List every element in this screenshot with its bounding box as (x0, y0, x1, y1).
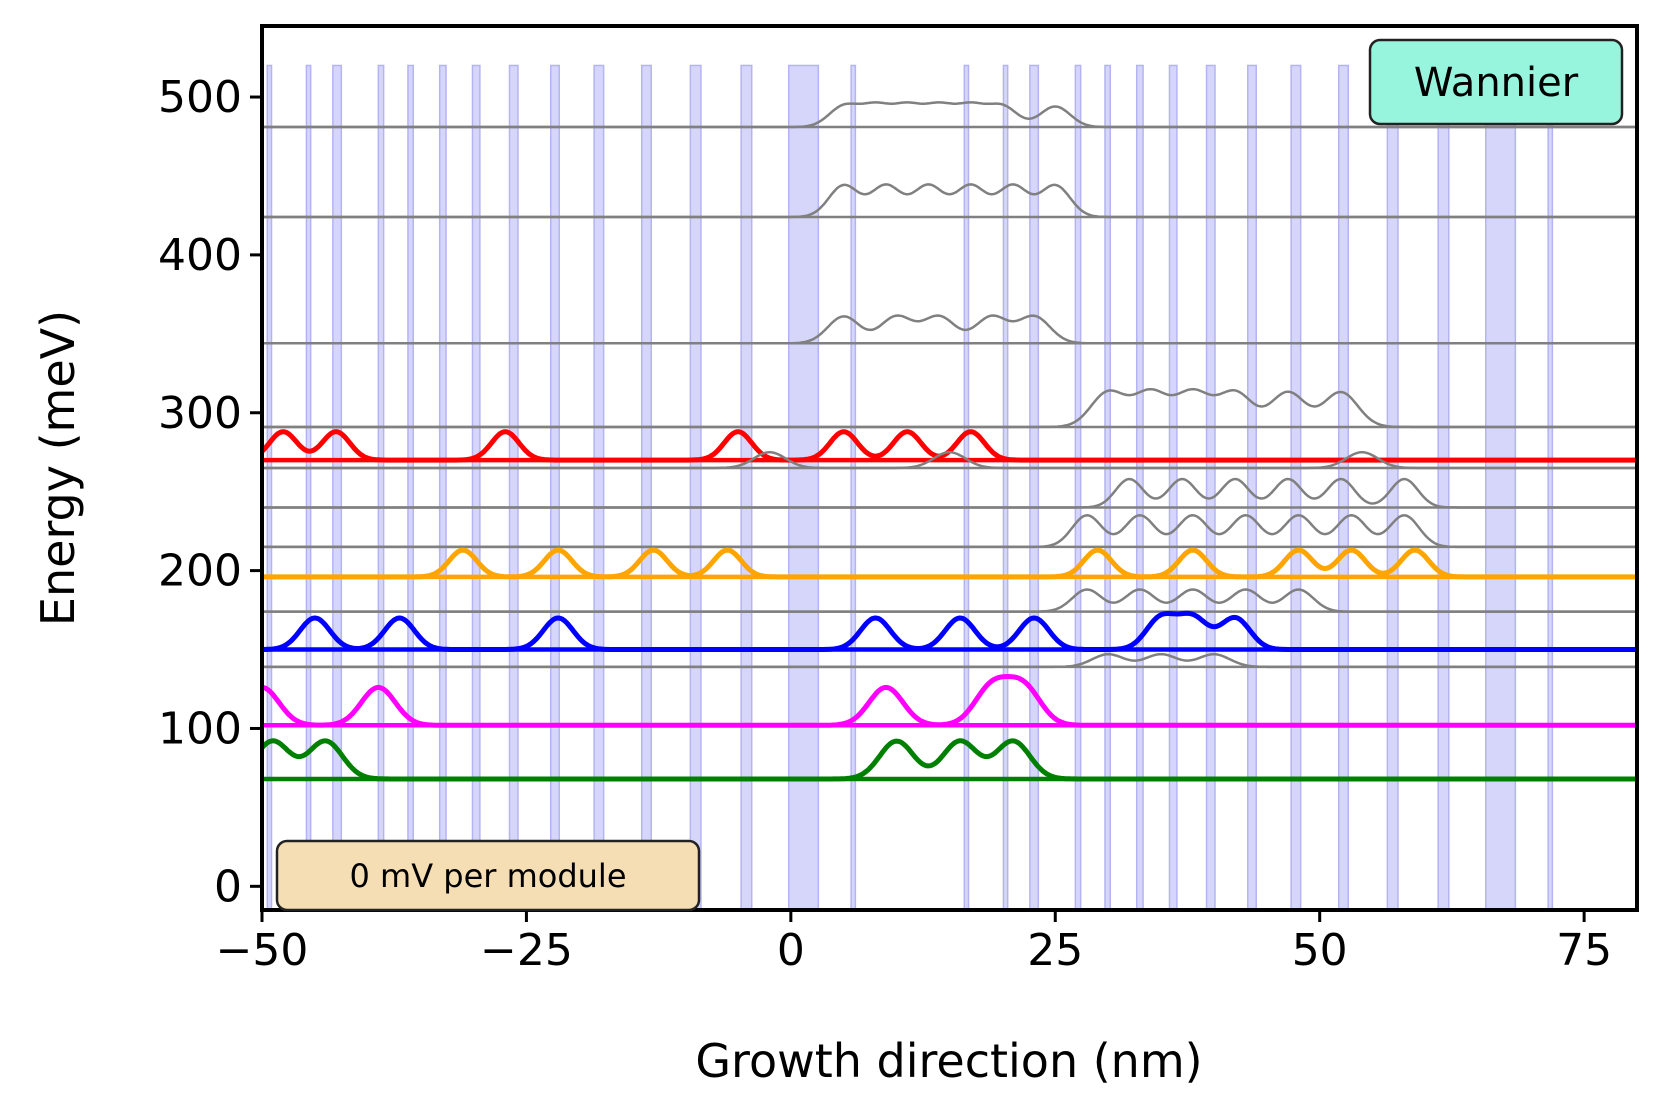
state-curve (262, 477, 1637, 509)
state-curve (261, 610, 1638, 652)
barrier-layer-4 (407, 64, 415, 911)
y-tick-label: 500 (158, 72, 242, 123)
x-tick-label: −50 (216, 925, 309, 976)
barrier-layer-10 (640, 64, 652, 911)
wannier-label-box: Wannier (1368, 38, 1624, 126)
barrier-layer-15 (963, 64, 970, 911)
barrier-layer-2 (332, 64, 343, 911)
barrier-layer-8 (550, 64, 560, 911)
state-9 (262, 588, 1637, 613)
state-0 (262, 101, 1637, 129)
x-tick-label: 25 (1027, 925, 1083, 976)
y-axis-ticks: 0 100 200 300 400 500 (158, 72, 262, 912)
barrier-layer-7 (508, 64, 519, 911)
x-tick-label: 0 (777, 925, 805, 976)
state-curve (262, 514, 1637, 549)
bias-label-box: 0 mV per module (275, 839, 701, 912)
state-11 (262, 652, 1637, 669)
barrier-layer-3 (377, 64, 385, 911)
barrier-layer-11 (689, 64, 702, 911)
barrier-layers (266, 64, 1554, 911)
barrier-layer-22 (1205, 64, 1216, 911)
state-curve (262, 450, 1637, 470)
barrier-layer-28 (1485, 64, 1517, 911)
x-tick-label: −25 (480, 925, 573, 976)
state-13 (260, 738, 1638, 782)
state-5 (262, 450, 1637, 470)
state-8 (261, 547, 1638, 580)
barrier-layer-1 (305, 64, 312, 911)
state-10 (261, 610, 1638, 652)
state-curve (261, 674, 1638, 728)
bias-label: 0 mV per module (349, 857, 626, 895)
y-tick-label: 0 (214, 861, 242, 912)
state-curve (260, 429, 1638, 463)
state-curve (262, 588, 1637, 613)
barrier-layer-5 (438, 64, 447, 911)
barrier-layer-12 (740, 64, 753, 911)
barrier-layer-13 (787, 64, 820, 911)
state-1 (262, 183, 1637, 219)
barrier-layer-16 (1002, 64, 1009, 911)
wavefunction-states (260, 101, 1638, 782)
x-tick-label: 50 (1292, 925, 1348, 976)
barrier-layer-29 (1547, 64, 1554, 911)
barrier-layer-17 (1029, 64, 1040, 911)
barrier-layer-27 (1437, 64, 1450, 911)
barrier-layer-19 (1104, 64, 1112, 911)
state-7 (262, 514, 1637, 549)
wannier-label: Wannier (1414, 60, 1579, 106)
y-axis-title: Energy (meV) (31, 310, 85, 626)
y-tick-label: 300 (158, 388, 242, 439)
y-tick-label: 200 (158, 546, 242, 597)
x-axis-ticks: −50 −25 0 25 50 75 (216, 910, 1612, 976)
barrier-layer-18 (1074, 64, 1082, 911)
state-curve (262, 183, 1637, 219)
state-4 (260, 429, 1638, 463)
state-3 (262, 387, 1637, 429)
barrier-layer-9 (593, 64, 605, 911)
x-tick-label: 75 (1556, 925, 1612, 976)
state-curve (262, 101, 1637, 129)
barrier-layer-0 (266, 64, 273, 911)
state-2 (262, 314, 1637, 345)
state-curve (261, 547, 1638, 580)
state-curve (262, 387, 1637, 429)
x-axis-title: Growth direction (nm) (695, 1034, 1202, 1088)
barrier-layer-14 (850, 64, 857, 911)
barrier-layer-25 (1337, 64, 1349, 911)
barrier-layer-23 (1247, 64, 1257, 911)
barrier-layer-6 (471, 64, 481, 911)
y-tick-label: 100 (158, 703, 242, 754)
state-curve (262, 652, 1637, 669)
state-curve (262, 314, 1637, 345)
state-12 (261, 674, 1638, 728)
state-curve (260, 738, 1638, 782)
plot-frame (260, 24, 1639, 912)
state-6 (262, 477, 1637, 509)
y-tick-label: 400 (158, 230, 242, 281)
